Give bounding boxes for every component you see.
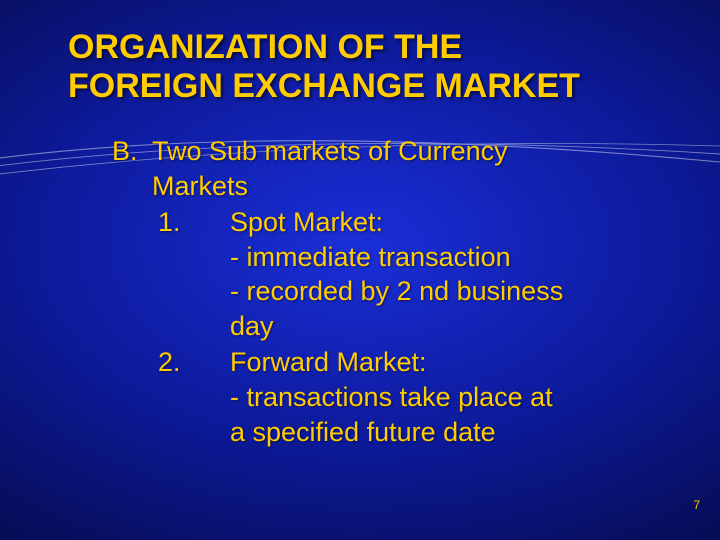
- outer-text-line2: Markets: [152, 169, 670, 204]
- page-number: 7: [693, 498, 700, 512]
- sub-item-1: 1. Spot Market: - immediate transaction …: [152, 205, 670, 343]
- title-line-1: ORGANIZATION OF THE: [68, 28, 462, 66]
- sub1-bullet1: - immediate transaction: [230, 240, 670, 275]
- title-line-2: FOREIGN EXCHANGE MARKET: [68, 67, 580, 105]
- sub2-bullet1a: - transactions take place at: [230, 380, 670, 415]
- sub1-bullet2a: - recorded by 2 nd business: [230, 274, 670, 309]
- outer-label: B.: [112, 134, 152, 449]
- sub1-bullet2b: day: [230, 309, 670, 344]
- sub2-bullet1b: a specified future date: [230, 415, 670, 450]
- slide: ORGANIZATION OF THE FOREIGN EXCHANGE MAR…: [0, 0, 720, 540]
- sub1-label: 1.: [152, 205, 230, 343]
- sub-item-2: 2. Forward Market: - transactions take p…: [152, 345, 670, 449]
- outer-item: B. Two Sub markets of Currency Markets 1…: [112, 134, 670, 449]
- sub2-head: Forward Market:: [230, 345, 670, 380]
- sub2-label: 2.: [152, 345, 230, 449]
- outer-text-line1: Two Sub markets of Currency: [152, 134, 670, 169]
- slide-body: B. Two Sub markets of Currency Markets 1…: [68, 134, 670, 449]
- sub1-head: Spot Market:: [230, 205, 670, 240]
- slide-title: ORGANIZATION OF THE FOREIGN EXCHANGE MAR…: [68, 28, 670, 106]
